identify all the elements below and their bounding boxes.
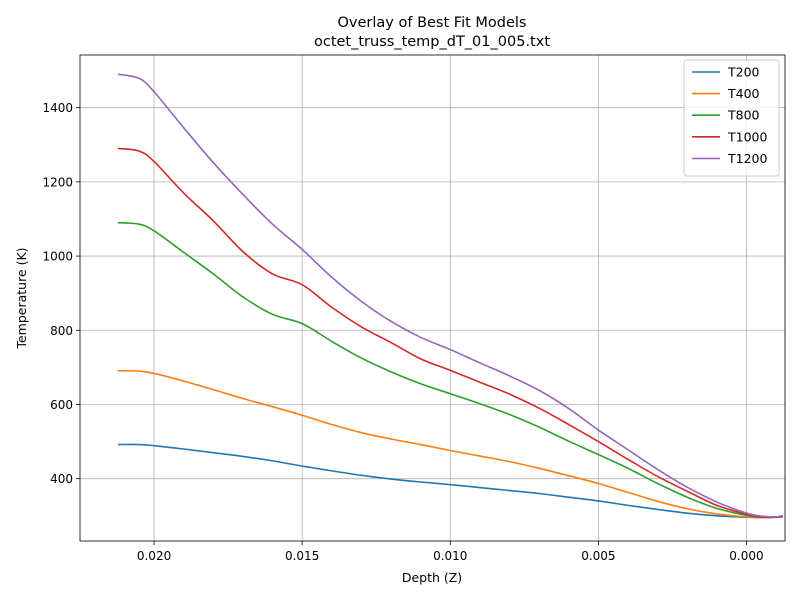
y-tick-label: 600: [50, 398, 73, 412]
series-line-t400: [117, 369, 783, 519]
chart-title: Overlay of Best Fit Models: [338, 15, 527, 31]
series-lines: [117, 73, 783, 519]
series-line-t1000: [117, 147, 783, 519]
y-tick-label: 800: [50, 324, 73, 338]
grid: [80, 55, 785, 541]
axis-ticks: 0.020 0.015 0.010 0.005 0.000 400 600 800 1000 12…: [42, 101, 763, 563]
x-tick-label: 0.015: [285, 549, 319, 563]
legend-label: T1200: [727, 151, 767, 166]
legend-label: T400: [727, 86, 760, 101]
plot-frame: [79, 54, 786, 542]
y-tick-label: 1000: [42, 250, 73, 264]
y-tick-label: 1200: [42, 175, 73, 189]
x-tick-label: 0.010: [433, 549, 467, 563]
chart-subtitle: octet_truss_temp_dT_01_005.txt: [314, 34, 550, 50]
x-tick-label: 0.005: [581, 549, 615, 563]
x-axis-label: Depth (Z): [402, 570, 462, 585]
legend-label: T200: [727, 65, 760, 80]
y-tick-label: 1400: [42, 101, 73, 115]
legend: T200 T400 T800 T1000 T1200: [683, 59, 780, 177]
y-tick-label: 400: [50, 472, 73, 486]
y-axis-label: Temperature (K): [14, 247, 29, 349]
series-line-t800: [117, 221, 783, 519]
series-line-t1200: [117, 73, 783, 518]
x-tick-label: 0.020: [137, 549, 171, 563]
series-line-t200: [117, 443, 783, 519]
legend-box: [683, 59, 780, 177]
legend-label: T800: [727, 108, 760, 123]
legend-label: T1000: [727, 129, 767, 144]
x-tick-label: 0.000: [729, 549, 763, 563]
